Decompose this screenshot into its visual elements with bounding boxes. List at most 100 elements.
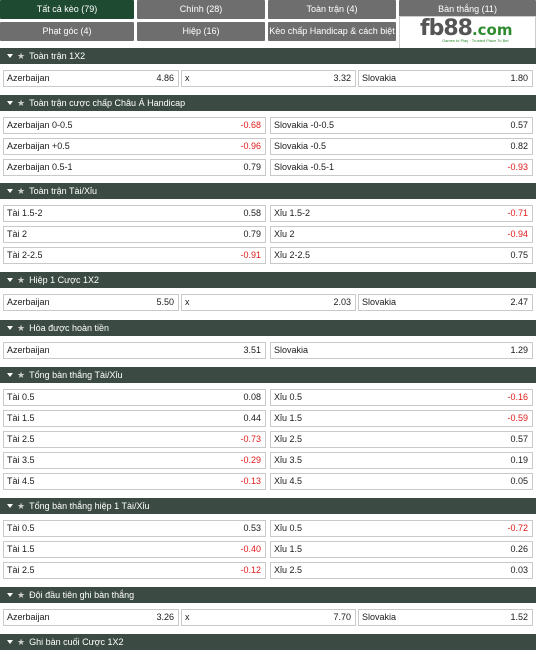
odds-cell[interactable]: Tài 0.5 0.53: [3, 520, 266, 537]
handicap-line: -0.5: [310, 141, 327, 151]
collapse-caret-icon[interactable]: [7, 189, 13, 193]
odds-cell[interactable]: Slovakia -0-0.5 0.57: [270, 117, 533, 134]
collapse-caret-icon[interactable]: [7, 373, 13, 377]
collapse-caret-icon[interactable]: [7, 101, 13, 105]
collapse-caret-icon[interactable]: [7, 640, 13, 644]
odds-cell[interactable]: Slovakia 2.47: [358, 294, 533, 311]
market-section: ★ Ghi bàn cuối Cược 1X2: [0, 634, 536, 654]
star-icon[interactable]: ★: [17, 370, 26, 380]
collapse-caret-icon[interactable]: [7, 504, 13, 508]
odds-cell[interactable]: Tài 2.5 -0.12: [3, 562, 266, 579]
selection-label: Azerbaijan: [7, 612, 50, 622]
tab-half[interactable]: Hiệp (16): [137, 22, 265, 41]
odds-cell[interactable]: Azerbaijan 0-0.5 -0.68: [3, 117, 266, 134]
odds-cell[interactable]: Tài 2-2.5 -0.91: [3, 247, 266, 264]
odds-cell[interactable]: Xỉu 4.5 0.05: [270, 473, 533, 490]
odds-value: 1.52: [510, 612, 528, 622]
section-header[interactable]: ★ Toàn trận 1X2: [0, 48, 536, 64]
odds-cell[interactable]: Tài 1.5 -0.40: [3, 541, 266, 558]
odds-cell[interactable]: Tài 1.5 0.44: [3, 410, 266, 427]
odds-row: Tài 0.5 0.53 Xỉu 0.5 -0.72: [0, 518, 536, 539]
odds-value: -0.40: [240, 544, 261, 554]
odds-cell[interactable]: Slovakia -0.5 0.82: [270, 138, 533, 155]
handicap-line: 3.5: [22, 455, 35, 465]
star-icon[interactable]: ★: [17, 275, 26, 285]
odds-row: Azerbaijan 3.51 Slovakia 1.29: [0, 340, 536, 361]
selection-label: Slovakia -0.5: [274, 141, 327, 151]
odds-cell[interactable]: Azerbaijan 4.86: [3, 70, 179, 87]
odds-cell[interactable]: Tài 2.5 -0.73: [3, 431, 266, 448]
star-icon[interactable]: ★: [17, 98, 26, 108]
odds-cell[interactable]: Tài 0.5 0.08: [3, 389, 266, 406]
selection-label: Azerbaijan 0-0.5: [7, 120, 73, 130]
odds-cell[interactable]: x 7.70: [181, 609, 356, 626]
odds-value: -0.94: [507, 229, 528, 239]
odds-cell[interactable]: Azerbaijan 5.50: [3, 294, 179, 311]
odds-cell[interactable]: Xỉu 1.5 -0.59: [270, 410, 533, 427]
odds-cell[interactable]: Tài 4.5 -0.13: [3, 473, 266, 490]
star-icon[interactable]: ★: [17, 637, 26, 647]
odds-cell[interactable]: Azerbaijan 3.26: [3, 609, 179, 626]
section-header[interactable]: ★ Toàn trận Tài/Xỉu: [0, 183, 536, 199]
collapse-caret-icon[interactable]: [7, 278, 13, 282]
odds-value: 0.58: [243, 208, 261, 218]
star-icon[interactable]: ★: [17, 186, 26, 196]
odds-cell[interactable]: Xỉu 2-2.5 0.75: [270, 247, 533, 264]
handicap-line: -0-0.5: [310, 120, 335, 130]
odds-row: Tài 4.5 -0.13 Xỉu 4.5 0.05: [0, 471, 536, 492]
odds-cell[interactable]: Slovakia -0.5-1 -0.93: [270, 159, 533, 176]
odds-value: 2.03: [333, 297, 351, 307]
tab-all-markets[interactable]: Tất cả kèo (79): [0, 0, 134, 19]
odds-cell[interactable]: Xỉu 2.5 0.57: [270, 431, 533, 448]
odds-cell[interactable]: Xỉu 1.5 0.26: [270, 541, 533, 558]
collapse-caret-icon[interactable]: [7, 54, 13, 58]
handicap-line: 1.5-2: [22, 208, 43, 218]
collapse-caret-icon[interactable]: [7, 593, 13, 597]
selection-label: Slovakia -0-0.5: [274, 120, 335, 130]
tab-goals[interactable]: Bàn thắng (11): [399, 0, 536, 19]
odds-cell[interactable]: Xỉu 3.5 0.19: [270, 452, 533, 469]
star-icon[interactable]: ★: [17, 590, 26, 600]
handicap-line: 0.5: [289, 523, 303, 533]
selection-label: Tài 0.5: [7, 523, 35, 533]
odds-cell[interactable]: Azerbaijan 0.5-1 0.79: [3, 159, 266, 176]
odds-cell[interactable]: Xỉu 2 -0.94: [270, 226, 533, 243]
tab-corners[interactable]: Phạt góc (4): [0, 22, 134, 41]
star-icon[interactable]: ★: [17, 501, 26, 511]
odds-cell[interactable]: Tài 3.5 -0.29: [3, 452, 266, 469]
section-header[interactable]: ★ Hiệp 1 Cược 1X2: [0, 272, 536, 288]
section-header[interactable]: ★ Toàn trận cược chấp Châu Á Handicap: [0, 95, 536, 111]
star-icon[interactable]: ★: [17, 323, 26, 333]
odds-cell[interactable]: x 3.32: [181, 70, 356, 87]
tab-full-match[interactable]: Toàn trận (4): [268, 0, 396, 19]
odds-cell[interactable]: Xỉu 0.5 -0.72: [270, 520, 533, 537]
star-icon[interactable]: ★: [17, 51, 26, 61]
odds-cell[interactable]: Tài 2 0.79: [3, 226, 266, 243]
tab-handicap[interactable]: Kèo chấp Handicap & cách biệt (3): [268, 22, 396, 55]
odds-cell[interactable]: Slovakia 1.29: [270, 342, 533, 359]
odds-row: Azerbaijan 5.50 x 2.03 Slovakia 2.47: [0, 292, 536, 313]
odds-cell[interactable]: Xỉu 0.5 -0.16: [270, 389, 533, 406]
market-tabs: Tất cả kèo (79) Chính (28) Toàn trận (4)…: [0, 0, 536, 55]
tab-main[interactable]: Chính (28): [137, 0, 265, 19]
odds-cell[interactable]: Xỉu 1.5-2 -0.71: [270, 205, 533, 222]
odds-cell[interactable]: x 2.03: [181, 294, 356, 311]
logo-tagline: Games to Play · Trusted Place To Bet: [442, 38, 509, 43]
odds-cell[interactable]: Tài 1.5-2 0.58: [3, 205, 266, 222]
section-header[interactable]: ★ Ghi bàn cuối Cược 1X2: [0, 634, 536, 650]
collapse-caret-icon[interactable]: [7, 326, 13, 330]
section-header[interactable]: ★ Tổng bàn thắng hiệp 1 Tài/Xỉu: [0, 498, 536, 514]
selection-label: Tài 2.5: [7, 434, 35, 444]
handicap-line: -0.5-1: [310, 162, 335, 172]
odds-cell[interactable]: Azerbaijan +0.5 -0.96: [3, 138, 266, 155]
fb88-logo[interactable]: fb88.com Games to Play · Trusted Place T…: [399, 16, 536, 49]
odds-cell[interactable]: Slovakia 1.52: [358, 609, 533, 626]
odds-value: -0.72: [507, 523, 528, 533]
section-header[interactable]: ★ Tổng bàn thắng Tài/Xỉu: [0, 367, 536, 383]
section-header[interactable]: ★ Đội đầu tiên ghi bàn thắng: [0, 587, 536, 603]
selection-label: x: [185, 73, 190, 83]
odds-cell[interactable]: Slovakia 1.80: [358, 70, 533, 87]
odds-cell[interactable]: Xỉu 2.5 0.03: [270, 562, 533, 579]
odds-cell[interactable]: Azerbaijan 3.51: [3, 342, 266, 359]
section-header[interactable]: ★ Hòa được hoàn tiền: [0, 320, 536, 336]
